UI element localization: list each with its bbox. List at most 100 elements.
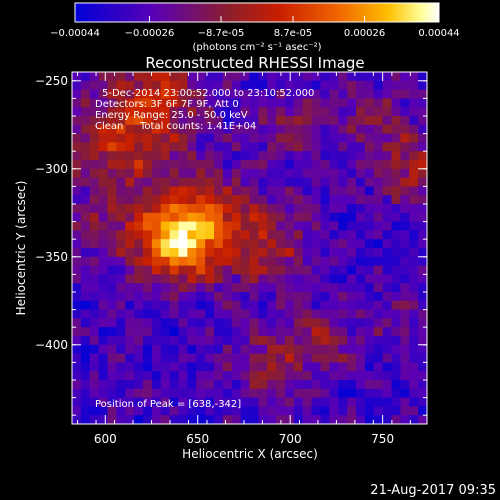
- heatmap-cell: [311, 186, 322, 196]
- heatmap-cell: [293, 186, 304, 196]
- heatmap-cell: [276, 380, 286, 390]
- heatmap-cell: [169, 362, 180, 372]
- heatmap-cell: [293, 406, 304, 416]
- heatmap-cell: [311, 353, 322, 363]
- heatmap-cell: [89, 327, 100, 337]
- heatmap-cell: [116, 151, 126, 161]
- heatmap-cell: [222, 344, 233, 355]
- heatmap-cell: [151, 160, 162, 170]
- heatmap-cell: [285, 318, 295, 328]
- heatmap-cell: [249, 274, 259, 284]
- heatmap-cell: [214, 388, 224, 399]
- heatmap-cell: [391, 265, 401, 275]
- heatmap-cell: [80, 80, 91, 91]
- heatmap-cell: [302, 204, 313, 214]
- heatmap-cell: [187, 362, 197, 372]
- heatmap-cell: [178, 292, 188, 302]
- heatmap-cell: [302, 371, 313, 381]
- heatmap-cell: [302, 353, 313, 363]
- heatmap-cell: [391, 388, 401, 399]
- heatmap-cell: [391, 142, 401, 152]
- heatmap-cell: [302, 362, 313, 372]
- heatmap-cell: [382, 292, 393, 302]
- heatmap-cell: [116, 353, 126, 363]
- heatmap-cell: [302, 168, 313, 179]
- heatmap-cell: [178, 80, 188, 91]
- heatmap-cell: [382, 274, 393, 284]
- heatmap-cell: [222, 265, 233, 275]
- heatmap-cell: [267, 309, 277, 319]
- heatmap-cell: [418, 107, 428, 117]
- heatmap-cell: [72, 142, 82, 152]
- heatmap-cell: [107, 256, 117, 267]
- heatmap-cell: [116, 362, 126, 372]
- heatmap-cell: [231, 274, 242, 284]
- heatmap-cell: [98, 151, 109, 161]
- heatmap-cell: [187, 371, 197, 381]
- heatmap-cell: [151, 177, 162, 187]
- heatmap-cell: [196, 371, 206, 381]
- heatmap-cell: [364, 256, 375, 267]
- heatmap-cell: [151, 300, 162, 311]
- heatmap-cell: [116, 124, 126, 135]
- heatmap-cell: [373, 353, 384, 363]
- heatmap-cell: [400, 353, 410, 363]
- heatmap-cell: [240, 406, 251, 416]
- heatmap-cell: [320, 371, 330, 381]
- heatmap-cell: [249, 80, 259, 91]
- heatmap-cell: [400, 327, 410, 337]
- heatmap-cell: [249, 336, 259, 346]
- heatmap-cell: [214, 353, 224, 363]
- heatmap-cell: [178, 177, 188, 187]
- heatmap-cell: [400, 142, 410, 152]
- heatmap-cell: [240, 239, 251, 249]
- heatmap-cell: [293, 89, 304, 99]
- x-axis-label: Heliocentric X (arcsec): [182, 447, 318, 461]
- heatmap-cell: [107, 336, 117, 346]
- heatmap-cell: [187, 107, 197, 117]
- heatmap-cell: [373, 318, 384, 328]
- heatmap-cell: [356, 195, 366, 205]
- heatmap-cell: [143, 204, 153, 214]
- heatmap-cell: [169, 142, 180, 152]
- heatmap-cell: [249, 380, 259, 390]
- heatmap-cell: [267, 177, 277, 187]
- heatmap-cell: [409, 80, 419, 91]
- heatmap-cell: [347, 380, 357, 390]
- heatmap-cell: [347, 89, 357, 99]
- heatmap-cell: [240, 415, 251, 425]
- heatmap-cell: [178, 212, 188, 223]
- heatmap-cell: [249, 116, 259, 126]
- heatmap-cell: [205, 353, 215, 363]
- heatmap-cell: [267, 336, 277, 346]
- heatmap-cell: [409, 397, 419, 407]
- heatmap-cell: [258, 204, 268, 214]
- heatmap-cell: [409, 212, 419, 223]
- heatmap-cell: [187, 72, 197, 82]
- heatmap-cell: [356, 380, 366, 390]
- heatmap-cell: [285, 177, 295, 187]
- heatmap-cell: [178, 415, 188, 425]
- heatmap-cell: [107, 168, 117, 179]
- heatmap-cell: [240, 371, 251, 381]
- heatmap-cell: [222, 336, 233, 346]
- heatmap-cell: [205, 124, 215, 135]
- heatmap-cell: [409, 160, 419, 170]
- heatmap-cell: [89, 168, 100, 179]
- heatmap-cell: [285, 336, 295, 346]
- heatmap-cell: [285, 327, 295, 337]
- heatmap-cell: [72, 362, 82, 372]
- heatmap-cell: [240, 327, 251, 337]
- heatmap-cell: [72, 327, 82, 337]
- heatmap-cell: [249, 160, 259, 170]
- heatmap-cell: [267, 98, 277, 108]
- heatmap-cell: [311, 256, 322, 267]
- heatmap-cell: [356, 107, 366, 117]
- heatmap-cell: [329, 221, 339, 231]
- heatmap-cell: [391, 212, 401, 223]
- heatmap-cell: [214, 336, 224, 346]
- heatmap-cell: [293, 151, 304, 161]
- heatmap-cell: [125, 151, 135, 161]
- heatmap-cell: [143, 248, 153, 258]
- heatmap-cell: [205, 256, 215, 267]
